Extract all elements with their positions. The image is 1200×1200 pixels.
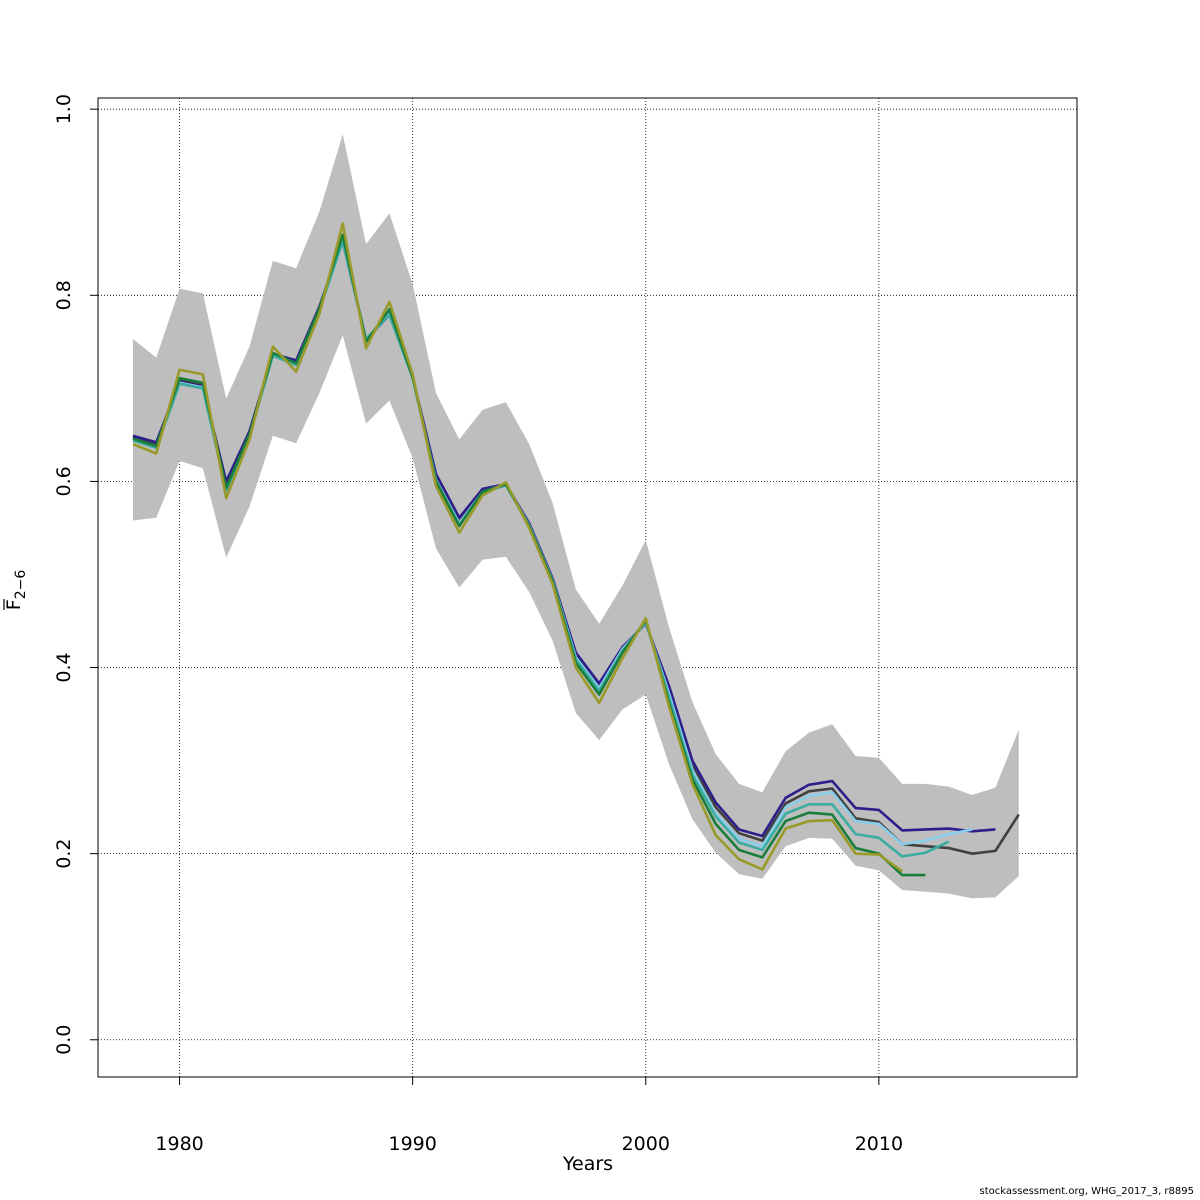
y-tick-label: 1.0 bbox=[53, 94, 75, 124]
x-tick-label: 2000 bbox=[622, 1133, 670, 1155]
y-tick-label: 0.0 bbox=[53, 1025, 75, 1055]
x-tick-label: 1980 bbox=[155, 1133, 203, 1155]
confidence-band-area bbox=[132, 134, 1019, 899]
x-axis: 1980 1990 2000 2010 bbox=[155, 1077, 903, 1155]
svg-text:F2−6: F2−6 bbox=[3, 570, 29, 611]
y-axis-label-main: F bbox=[3, 599, 25, 610]
y-tick-label: 0.2 bbox=[53, 839, 75, 869]
series-line-6 bbox=[132, 222, 903, 873]
series-lines bbox=[132, 222, 1020, 877]
grid-lines bbox=[98, 98, 1077, 1077]
footer-credit: stockassessment.org, WHG_2017_3, r8895 bbox=[979, 1186, 1194, 1197]
y-tick-label: 0.4 bbox=[53, 652, 75, 682]
x-tick-label: 1990 bbox=[388, 1133, 436, 1155]
y-axis-label-sub: 2−6 bbox=[13, 570, 29, 600]
y-axis-label: F2−6 bbox=[3, 570, 29, 611]
x-axis-label: Years bbox=[562, 1153, 613, 1175]
y-tick-label: 0.8 bbox=[53, 280, 75, 310]
confidence-band bbox=[132, 134, 1019, 899]
y-axis: 0.0 0.2 0.4 0.6 0.8 1.0 bbox=[53, 94, 98, 1055]
x-tick-label: 2010 bbox=[855, 1133, 903, 1155]
y-tick-label: 0.6 bbox=[53, 466, 75, 496]
plot-frame bbox=[97, 97, 1078, 1078]
